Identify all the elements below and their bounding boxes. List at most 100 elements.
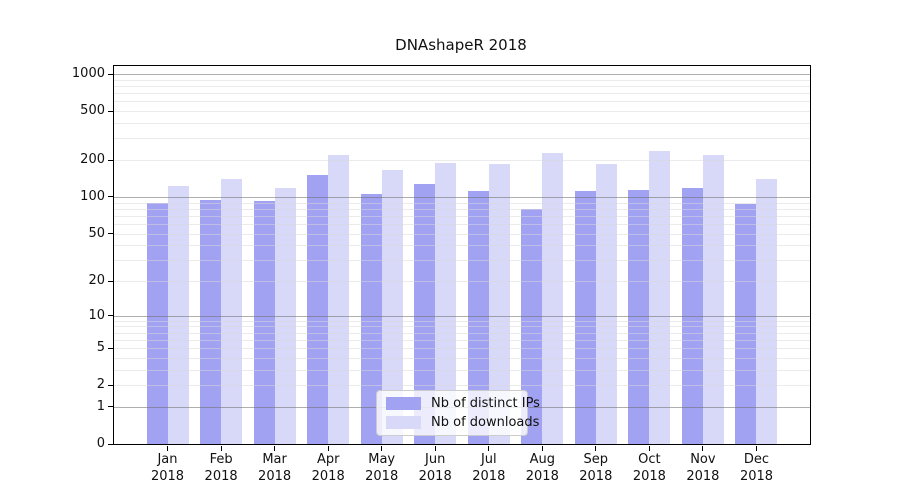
y-tick-label: 2: [96, 377, 105, 393]
y-tick-mark: [108, 159, 113, 161]
legend: Nb of distinct IPs Nb of downloads: [376, 390, 540, 436]
x-tick-label-year: 2018: [632, 469, 666, 484]
x-tick-label-year: 2018: [204, 469, 238, 484]
x-tick-label-year: 2018: [150, 469, 185, 484]
y-tick-label: 10: [88, 307, 105, 323]
bar-downloads: [702, 154, 724, 444]
major-gridline: [114, 74, 810, 76]
x-tick-label-month: Sep: [583, 452, 609, 467]
legend-swatch: [386, 397, 421, 410]
bar-distinct-ips: [360, 193, 382, 444]
x-tick-label-month: May: [368, 452, 396, 467]
x-tick-label-month: Jan: [157, 452, 178, 467]
x-tick-label-year: 2018: [365, 469, 399, 484]
plot-area: 0 1 2 5 10 20 50 100 200 500 1000 Jan 2018 Feb 2018 Mar…: [72, 65, 811, 484]
x-tick-mark: [220, 446, 222, 451]
bar-downloads: [167, 185, 189, 444]
minor-gridline: [114, 281, 810, 282]
minor-gridline: [114, 93, 810, 95]
bar-downloads: [595, 163, 617, 444]
x-tick-mark: [702, 446, 704, 451]
y-tick-mark: [108, 233, 113, 234]
y-tick-label: 1: [96, 398, 105, 414]
bar-downloads: [649, 150, 671, 444]
y-tick-mark: [108, 347, 113, 349]
x-tick-label-year: 2018: [472, 469, 506, 484]
x-tick-label-year: 2018: [579, 469, 613, 484]
y-tick-mark: [108, 280, 113, 282]
bar-distinct-ips: [574, 190, 596, 444]
major-gridline: [114, 315, 810, 317]
y-tick-label: 200: [80, 152, 105, 167]
x-tick-label-month: Jun: [425, 452, 446, 467]
x-tick-label-year: 2018: [525, 469, 559, 484]
minor-gridline: [114, 123, 810, 125]
bar-distinct-ips: [628, 190, 650, 444]
x-tick-label-month: Dec: [743, 452, 770, 467]
x-tick-mark: [541, 446, 543, 451]
x-tick-label-month: Nov: [690, 452, 716, 467]
minor-gridline: [114, 245, 810, 247]
x-tick-mark: [595, 446, 597, 451]
x-tick-label-year: 2018: [311, 469, 345, 484]
x-tick-mark: [167, 446, 168, 451]
minor-gridline: [114, 326, 810, 328]
x-tick-label-month: Feb: [209, 452, 233, 467]
minor-gridline: [114, 101, 810, 103]
y-tick-label: 500: [80, 103, 105, 119]
minor-gridline: [114, 202, 810, 204]
minor-gridline: [114, 332, 810, 334]
bar-downloads: [756, 179, 778, 444]
bar-downloads: [542, 153, 564, 444]
bar-distinct-ips: [146, 203, 168, 444]
x-tick-label-year: 2018: [418, 469, 452, 484]
y-tick-mark: [108, 443, 113, 445]
bar-distinct-ips: [414, 183, 436, 444]
y-tick-mark: [108, 406, 113, 408]
x-tick-label-year: 2018: [739, 469, 774, 484]
minor-gridline: [114, 111, 810, 113]
y-tick-mark: [108, 384, 113, 386]
y-tick-label: 0: [96, 436, 105, 451]
bar-downloads: [381, 170, 403, 444]
x-tick-label-month: Oct: [638, 452, 661, 467]
x-tick-mark: [648, 446, 650, 451]
major-gridline: [114, 196, 810, 198]
x-tick-mark: [327, 446, 329, 451]
x-tick-label-year: 2018: [686, 469, 720, 484]
legend-swatch: [386, 416, 421, 429]
minor-gridline: [114, 385, 810, 387]
legend-row: Nb of downloads: [386, 415, 539, 430]
bar-distinct-ips: [467, 191, 489, 444]
x-tick-mark: [488, 446, 490, 451]
minor-gridline: [114, 138, 810, 140]
y-tick-label: 100: [80, 188, 105, 204]
x-tick-label-month: Apr: [316, 452, 340, 467]
x-tick-mark: [274, 446, 276, 451]
y-tick-label: 5: [96, 340, 105, 356]
minor-gridline: [114, 369, 810, 371]
minor-gridline: [114, 223, 810, 225]
minor-gridline: [114, 339, 810, 341]
minor-gridline: [114, 208, 810, 210]
minor-gridline: [114, 79, 810, 81]
x-tick-mark: [756, 446, 757, 451]
legend-label: Nb of distinct IPs: [431, 396, 540, 411]
bar-downloads: [435, 162, 457, 444]
minor-gridline: [114, 348, 810, 350]
bar-downloads: [328, 154, 350, 444]
x-tick-label-month: Mar: [262, 452, 287, 467]
y-tick-label: 20: [88, 273, 105, 288]
bar-distinct-ips: [521, 208, 543, 444]
bar-distinct-ips: [307, 175, 329, 444]
legend-row: Nb of distinct IPs: [386, 396, 540, 411]
bar-downloads: [221, 179, 243, 444]
y-tick-mark: [108, 73, 113, 75]
bar-distinct-ips: [735, 204, 757, 444]
y-tick-mark: [108, 315, 113, 317]
x-tick-mark: [434, 446, 436, 451]
x-tick-label-year: 2018: [258, 469, 292, 484]
minor-gridline: [114, 357, 810, 359]
minor-gridline: [114, 160, 810, 161]
minor-gridline: [114, 215, 810, 217]
